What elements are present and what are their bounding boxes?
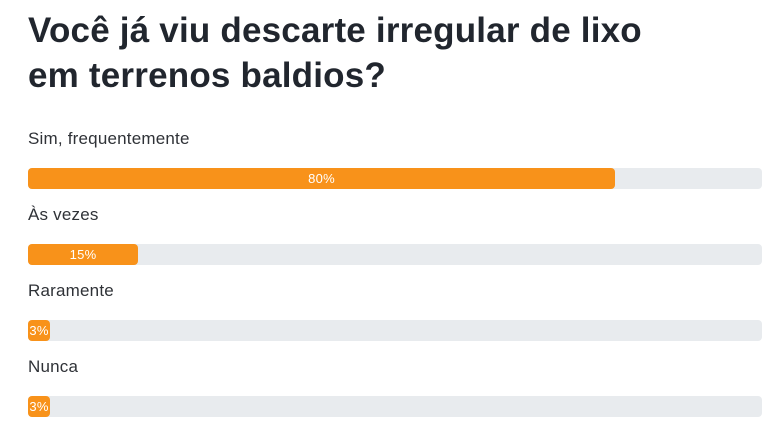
poll-bar-track: 80% bbox=[28, 168, 762, 189]
poll-bar-value: 15% bbox=[69, 247, 97, 262]
poll-bar-value: 3% bbox=[29, 323, 49, 338]
poll-bar-value: 3% bbox=[29, 399, 49, 414]
poll-question-line-1: Você já viu descarte irregular de lixo bbox=[28, 11, 642, 50]
poll-option-label: Às vezes bbox=[28, 205, 99, 224]
poll-option-row: Sim, frequentemente 80% bbox=[28, 129, 762, 189]
poll-bar-fill: 15% bbox=[28, 244, 139, 265]
poll-option-label: Raramente bbox=[28, 281, 114, 300]
poll-bar-value: 80% bbox=[308, 171, 336, 186]
poll-bar-track: 3% bbox=[28, 320, 762, 341]
poll-option-row: Raramente 3% bbox=[28, 281, 762, 341]
poll-option-label: Sim, frequentemente bbox=[28, 129, 190, 148]
poll-option-row: Nunca 3% bbox=[28, 357, 762, 417]
poll-bar-track: 3% bbox=[28, 396, 762, 417]
poll-option-label: Nunca bbox=[28, 357, 79, 376]
poll-bar-fill: 3% bbox=[28, 396, 51, 417]
poll-options-list: Sim, frequentemente 80% Às vezes 15% Rar… bbox=[28, 129, 762, 417]
poll-bar-fill: 80% bbox=[28, 168, 616, 189]
poll-bar-fill: 3% bbox=[28, 320, 51, 341]
poll-question-title: Você já viu descarte irregular de lixo e… bbox=[28, 8, 762, 98]
poll-option-row: Às vezes 15% bbox=[28, 205, 762, 265]
poll-question-line-2: em terrenos baldios? bbox=[28, 56, 386, 95]
poll-bar-track: 15% bbox=[28, 244, 762, 265]
